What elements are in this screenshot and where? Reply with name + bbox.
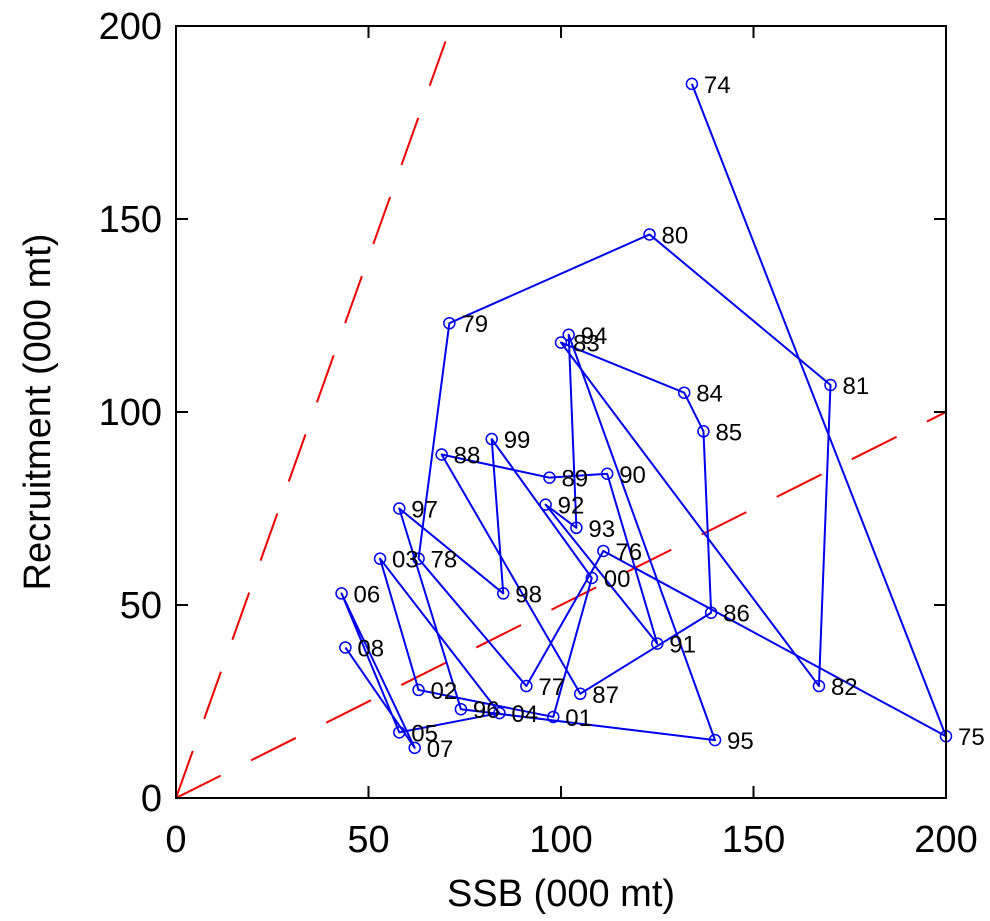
point-label-87: 87 [592, 682, 619, 709]
data-point-92 [539, 498, 552, 511]
point-label-98: 98 [515, 581, 542, 608]
data-point-93 [570, 521, 583, 535]
point-label-00: 00 [604, 566, 631, 593]
x-tick-label-50: 50 [347, 819, 389, 861]
data-point-00 [585, 571, 599, 585]
x-axis-label: SSB (000 mt) [447, 873, 675, 915]
y-tick-label-200: 200 [99, 6, 162, 48]
point-label-85: 85 [715, 419, 742, 446]
x-tick-label-0: 0 [165, 819, 186, 861]
data-point-07 [408, 741, 421, 755]
point-label-81: 81 [843, 373, 870, 400]
point-label-02: 02 [431, 678, 458, 705]
point-label-88: 88 [454, 442, 481, 469]
data-point-87 [574, 687, 587, 701]
point-label-89: 89 [561, 466, 588, 493]
data-point-78 [412, 552, 425, 565]
data-point-90 [600, 467, 614, 481]
point-label-04: 04 [511, 701, 538, 728]
point-label-83: 83 [573, 331, 600, 358]
point-label-86: 86 [723, 601, 750, 628]
data-point-88 [435, 448, 448, 461]
data-point-77 [520, 679, 533, 693]
data-point-98 [497, 587, 510, 600]
y-axis-label: Recruitment (000 mt) [17, 234, 59, 591]
x-tick-label-150: 150 [722, 819, 785, 861]
point-label-96: 96 [473, 697, 500, 724]
data-point-80 [643, 228, 656, 241]
data-point-83 [554, 336, 568, 349]
point-label-84: 84 [696, 381, 723, 408]
point-label-99: 99 [504, 427, 531, 454]
point-label-78: 78 [431, 547, 458, 574]
data-point-91 [651, 637, 664, 650]
data-point-02 [412, 683, 425, 697]
data-point-03 [373, 552, 387, 565]
data-point-96 [454, 702, 468, 716]
data-point-04 [493, 706, 506, 720]
trajectory-line [340, 83, 947, 749]
point-label-93: 93 [588, 516, 615, 543]
data-point-08 [339, 641, 352, 654]
reference-line-2 [176, 411, 946, 798]
y-tick-label-150: 150 [99, 199, 162, 241]
data-point-06 [335, 587, 348, 600]
point-label-80: 80 [662, 222, 689, 249]
point-label-74: 74 [704, 72, 731, 99]
data-point-05 [393, 726, 406, 739]
x-tick-label-100: 100 [529, 819, 592, 861]
point-label-01: 01 [565, 705, 592, 732]
point-label-03: 03 [392, 547, 419, 574]
point-label-77: 77 [538, 674, 565, 701]
point-label-76: 76 [615, 539, 642, 566]
point-label-79: 79 [461, 311, 488, 338]
y-tick-label-100: 100 [99, 392, 162, 434]
point-label-91: 91 [669, 632, 696, 659]
y-tick-label-50: 50 [120, 585, 162, 627]
data-point-82 [812, 679, 826, 693]
point-label-06: 06 [354, 581, 381, 608]
point-label-97: 97 [411, 497, 438, 524]
point-label-75: 75 [958, 724, 985, 751]
y-axis-ticks: 0 50 100 150 200 [99, 6, 946, 820]
data-point-76 [597, 544, 610, 558]
reference-lines [176, 41, 946, 798]
point-label-08: 08 [357, 635, 384, 662]
point-label-90: 90 [619, 462, 646, 489]
data-point-95 [708, 733, 722, 747]
data-point-81 [824, 378, 837, 392]
y-tick-label-0: 0 [141, 778, 162, 820]
point-label-94: 94 [581, 323, 608, 350]
x-tick-label-200: 200 [914, 819, 977, 861]
data-point-85 [697, 425, 710, 438]
point-label-07: 07 [427, 736, 454, 763]
reference-line-1 [176, 41, 447, 798]
data-point-97 [393, 502, 406, 515]
recruitment-trajectory [340, 83, 947, 749]
point-label-82: 82 [831, 674, 858, 701]
point-label-92: 92 [558, 493, 585, 520]
data-point-84 [677, 386, 691, 399]
data-point-79 [443, 316, 456, 330]
data-points: 74 75 76 77 78 79 80 81 82 83 84 85 86 87 88 89 90 91 9293… [335, 72, 985, 763]
data-point-94 [562, 328, 575, 342]
data-point-99 [485, 432, 498, 446]
point-label-95: 95 [727, 728, 754, 755]
data-point-74 [685, 77, 699, 91]
data-point-89 [543, 471, 556, 484]
data-point-86 [704, 606, 718, 619]
x-axis-ticks: 0 50 100 150 200 [165, 26, 978, 861]
data-point-01 [547, 710, 560, 724]
